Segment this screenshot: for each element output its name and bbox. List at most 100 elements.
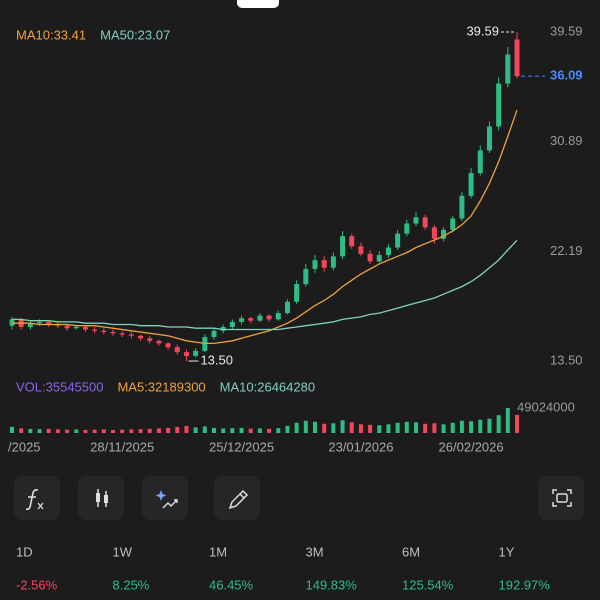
- volume-bar: [386, 424, 391, 433]
- candle-body: [294, 284, 300, 302]
- period-label: 3M: [306, 544, 324, 559]
- candle-body: [46, 321, 52, 325]
- candle-body: [101, 330, 107, 333]
- candle-body: [119, 333, 125, 335]
- candle-body: [73, 326, 79, 329]
- candle-body: [404, 223, 410, 234]
- volume-bar: [37, 429, 42, 433]
- volume-bar: [395, 422, 400, 433]
- indicator-button[interactable]: [14, 476, 60, 520]
- volume-bar: [487, 418, 492, 433]
- sparkle-icon: [155, 490, 167, 501]
- high-label: 39.59: [466, 23, 499, 38]
- candle-body: [165, 343, 171, 348]
- x-tick-label: /2025: [8, 439, 41, 454]
- candle-type-button[interactable]: [78, 476, 124, 520]
- ma-line: [12, 109, 518, 345]
- volume-bar: [248, 428, 253, 433]
- volume-legend: MA5:32189300: [117, 379, 205, 394]
- volume-bar: [505, 408, 510, 433]
- volume-bar: [92, 429, 97, 433]
- volume-bar: [496, 415, 501, 433]
- top-button[interactable]: [237, 0, 279, 8]
- x-tick-label: 28/11/2025: [90, 439, 154, 454]
- candle-body: [486, 126, 492, 151]
- y-tick-label: 39.59: [550, 23, 583, 38]
- volume-bar: [322, 423, 327, 433]
- y-tick-label: 30.89: [550, 133, 583, 148]
- volume-bar: [193, 427, 198, 433]
- candle-body: [248, 318, 254, 321]
- volume-bar: [450, 422, 455, 433]
- volume-bar: [285, 425, 290, 433]
- volume-bar: [441, 424, 446, 433]
- volume-bar: [294, 422, 299, 433]
- volume-bar: [276, 428, 281, 433]
- trend-icon: [162, 499, 178, 509]
- candle-body: [183, 352, 189, 356]
- volume-bar: [414, 422, 418, 433]
- pen-icon: [228, 489, 249, 510]
- volume-bar: [166, 427, 171, 433]
- volume-bar: [147, 428, 152, 433]
- volume-bar: [478, 419, 483, 433]
- volume-bar: [19, 428, 24, 433]
- volume-bar: [101, 429, 106, 433]
- volume-bar: [83, 429, 88, 433]
- candle-body: [330, 256, 336, 268]
- volume-bar: [184, 425, 189, 433]
- volume-bar: [138, 429, 143, 433]
- candle-body: [174, 347, 180, 353]
- candle-body: [64, 325, 70, 329]
- volume-bar: [368, 424, 373, 433]
- candle-body: [496, 83, 502, 127]
- volume-bar: [459, 420, 464, 433]
- candle-body: [257, 315, 263, 321]
- volume-bar: [129, 429, 134, 433]
- volume-bar: [46, 428, 51, 433]
- period-change: 46.45%: [209, 577, 254, 592]
- period-label: 1M: [209, 544, 227, 559]
- candle-body: [312, 260, 318, 269]
- volume-bar: [340, 420, 345, 433]
- candle-body: [422, 217, 428, 228]
- candle-icon-body: [104, 495, 108, 503]
- candle-body: [211, 330, 217, 338]
- period-label: 1Y: [499, 544, 515, 559]
- period-change: 8.25%: [113, 577, 150, 592]
- volume-bar: [28, 428, 33, 433]
- volume-bar: [331, 423, 336, 433]
- candle-body: [303, 268, 309, 285]
- legend-entry: MA50:23.07: [100, 27, 170, 42]
- volume-bar: [230, 428, 235, 433]
- fullscreen-icon: [556, 493, 568, 503]
- ai-button[interactable]: [142, 476, 188, 520]
- volume-bar: [239, 427, 244, 433]
- candle-body: [441, 229, 447, 239]
- candle-body: [138, 335, 144, 339]
- fullscreen-button[interactable]: [538, 476, 584, 520]
- candle-body: [266, 315, 272, 320]
- candle-body: [82, 326, 88, 330]
- candle-body: [468, 173, 474, 196]
- y-tick-label: 13.50: [550, 352, 583, 367]
- candle-body: [37, 321, 43, 324]
- volume-bar: [267, 428, 272, 433]
- candle-body: [147, 338, 153, 341]
- candle-body: [395, 233, 401, 248]
- candle-body: [128, 334, 134, 336]
- volume-bar: [156, 428, 161, 433]
- candle-body: [284, 301, 290, 314]
- volume-bar: [221, 428, 226, 433]
- candle-body: [367, 253, 373, 262]
- volume-bar: [257, 428, 262, 433]
- ma-line: [12, 239, 518, 331]
- volume-bar: [74, 429, 79, 433]
- volume-bar: [358, 424, 363, 433]
- volume-bar: [55, 429, 60, 433]
- candle-body: [156, 340, 162, 344]
- volume-bar: [432, 423, 437, 433]
- y-tick-label: 22.19: [550, 243, 583, 258]
